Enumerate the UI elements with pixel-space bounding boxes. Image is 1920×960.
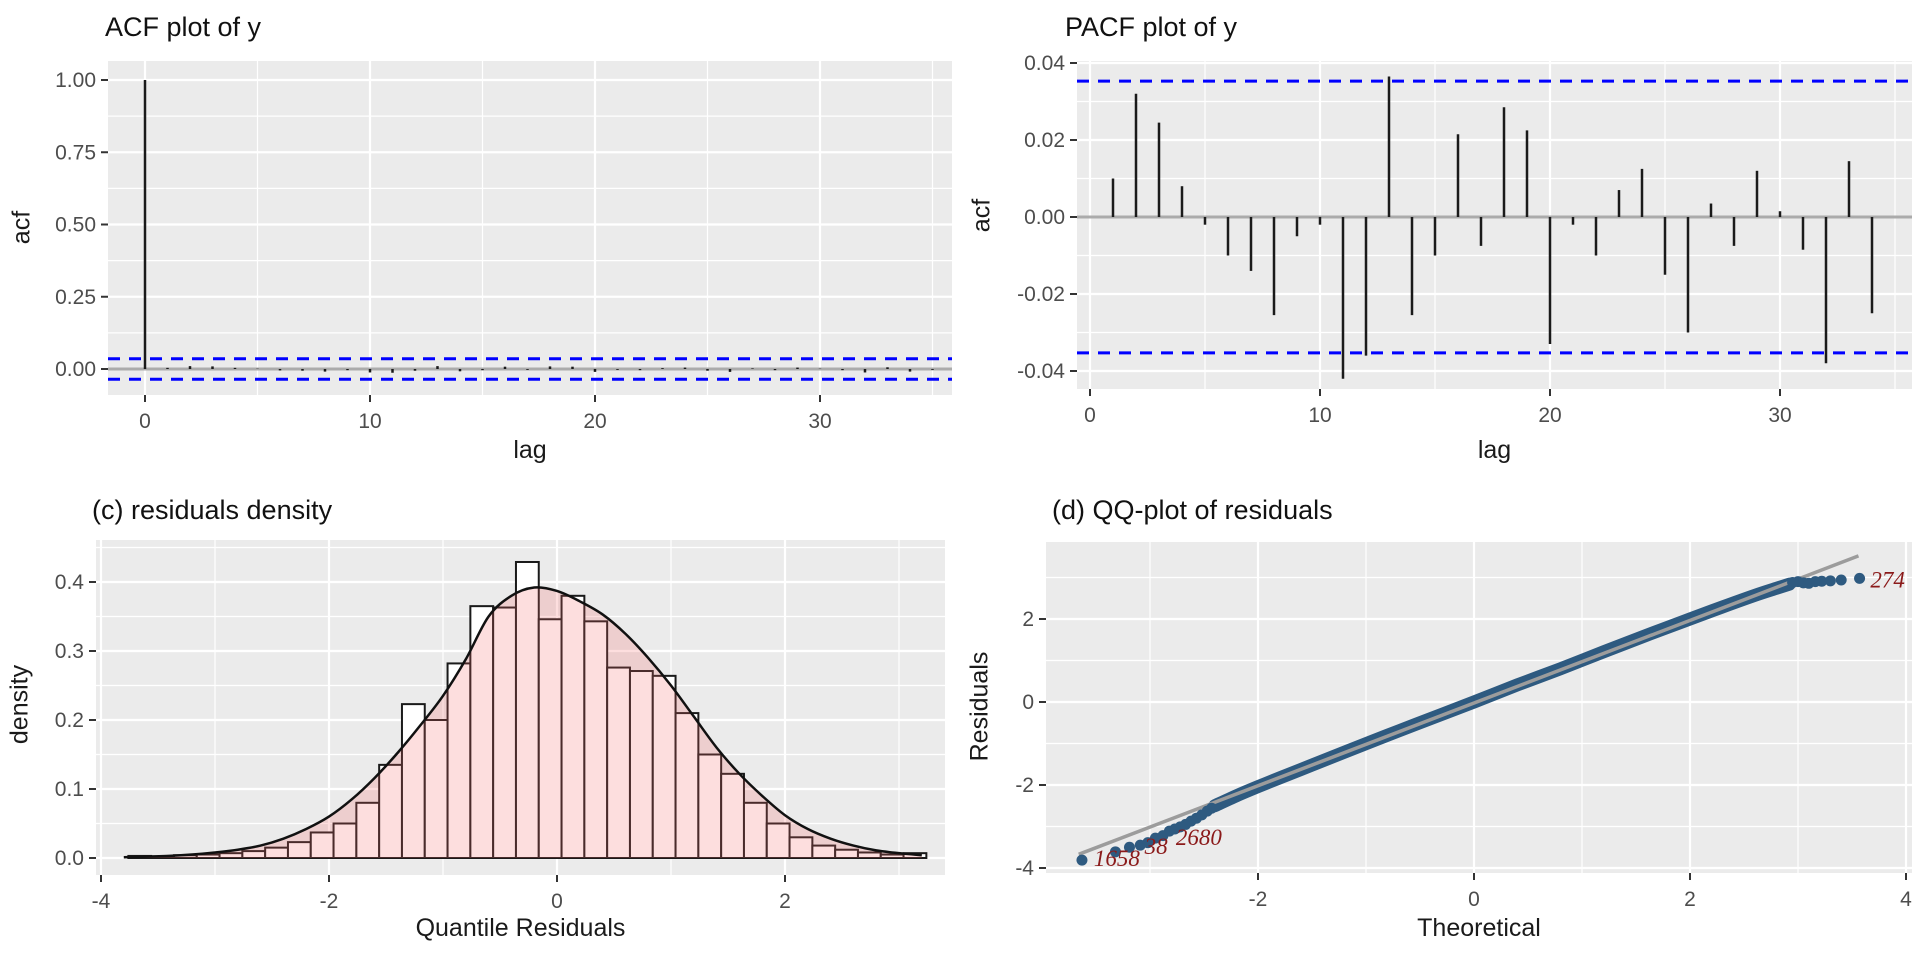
svg-text:0: 0: [1084, 404, 1096, 427]
qq-plot: 1658 38 2680 274 -2 0 2 4 -4 -2 0 2: [1015, 542, 1912, 911]
svg-text:0: 0: [139, 410, 151, 433]
y-axis-title: density: [5, 664, 34, 745]
plot-title: ACF plot of y: [105, 12, 262, 42]
svg-text:-2: -2: [1015, 774, 1034, 797]
svg-text:0.0: 0.0: [55, 847, 84, 870]
outlier-label: 2680: [1176, 825, 1222, 850]
svg-text:0.02: 0.02: [1024, 129, 1065, 152]
svg-text:-2: -2: [1249, 888, 1268, 911]
svg-text:0.4: 0.4: [55, 571, 85, 594]
svg-text:0.50: 0.50: [55, 214, 96, 237]
x-axis-title: Theoretical: [1417, 914, 1541, 942]
svg-text:0.04: 0.04: [1024, 52, 1065, 75]
svg-text:1.00: 1.00: [55, 69, 96, 92]
outlier-label: 1658: [1094, 846, 1141, 871]
svg-text:2: 2: [1684, 888, 1696, 911]
acf-plot-quadrant: 0 10 20 30 0.00 0.25 0.50 0.75 1.00 ACF plot of …: [0, 0, 960, 480]
svg-text:0.1: 0.1: [55, 778, 84, 801]
svg-text:0.75: 0.75: [55, 141, 96, 164]
svg-text:0.00: 0.00: [55, 358, 96, 381]
svg-text:-0.04: -0.04: [1017, 360, 1065, 383]
svg-text:0.00: 0.00: [1024, 206, 1065, 229]
svg-text:2: 2: [779, 890, 791, 913]
svg-text:2: 2: [1022, 608, 1034, 631]
svg-text:10: 10: [358, 410, 381, 433]
y-axis-title: Residuals: [965, 651, 994, 762]
svg-text:0.3: 0.3: [55, 640, 84, 663]
svg-text:-2: -2: [320, 890, 339, 913]
svg-text:20: 20: [583, 410, 606, 433]
svg-text:0: 0: [1022, 691, 1034, 714]
acf-plot: 0 10 20 30 0.00 0.25 0.50 0.75 1.00: [55, 61, 952, 433]
svg-text:0: 0: [551, 890, 563, 913]
svg-text:-4: -4: [92, 890, 111, 913]
svg-text:20: 20: [1538, 404, 1561, 427]
svg-text:30: 30: [1768, 404, 1791, 427]
svg-text:30: 30: [808, 410, 831, 433]
svg-text:4: 4: [1900, 888, 1912, 911]
x-axis-title: Quantile Residuals: [415, 914, 626, 942]
plot-title: PACF plot of y: [1065, 12, 1238, 42]
residuals-density-plot: -4 -2 0 2 0.0 0.1 0.2 0.3 0.4: [55, 540, 945, 913]
density-plot-quadrant: -4 -2 0 2 0.0 0.1 0.2 0.3 0.4 (c) residuals dens…: [0, 480, 960, 960]
x-axis-title: lag: [513, 436, 547, 464]
svg-text:0.2: 0.2: [55, 709, 84, 732]
svg-text:-0.02: -0.02: [1017, 283, 1065, 306]
svg-text:10: 10: [1308, 404, 1331, 427]
plot-title: (d) QQ-plot of residuals: [1052, 495, 1333, 525]
svg-text:0.25: 0.25: [55, 286, 96, 309]
y-axis-title: acf: [967, 198, 996, 233]
y-axis-title: acf: [7, 210, 36, 245]
svg-text:0: 0: [1468, 888, 1480, 911]
svg-text:-4: -4: [1015, 857, 1034, 880]
outlier-label: 38: [1144, 834, 1169, 859]
pacf-plot: 0 10 20 30 -0.04 -0.02 0.00 0.02 0.04: [1017, 52, 1912, 427]
qq-plot-quadrant: 1658 38 2680 274 -2 0 2 4 -4 -2 0 2 (d) QQ-plot of …: [960, 480, 1920, 960]
pacf-plot-quadrant: 0 10 20 30 -0.04 -0.02 0.00 0.02 0.04 PACF plot …: [960, 0, 1920, 480]
x-axis-title: lag: [1477, 436, 1512, 464]
plot-title: (c) residuals density: [92, 495, 333, 525]
outlier-label: 274: [1870, 567, 1905, 592]
